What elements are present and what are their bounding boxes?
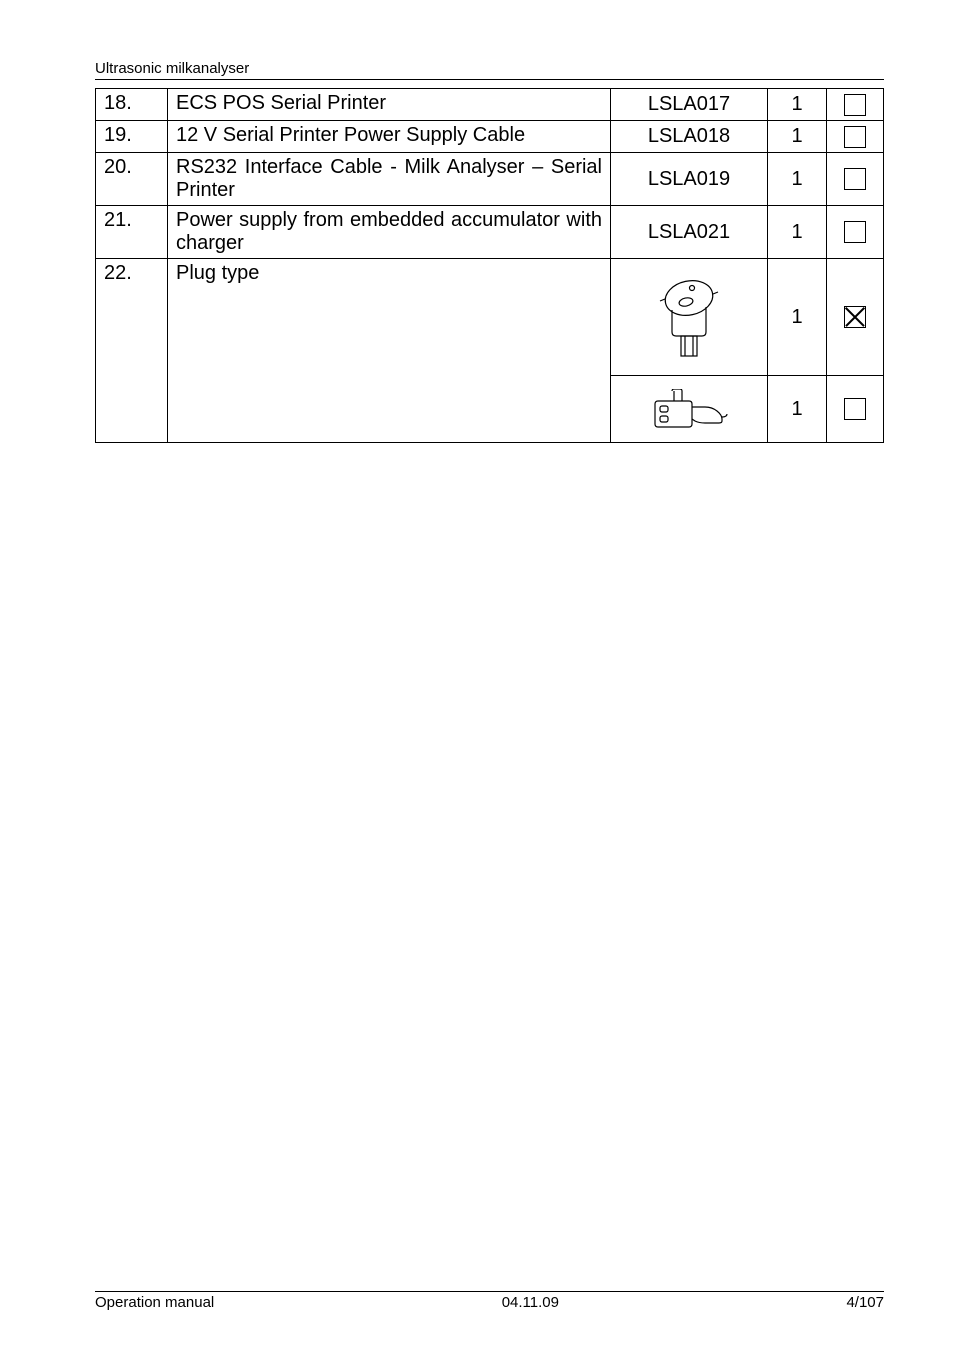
row-number: 20. — [96, 153, 168, 206]
row-checkbox-cell — [827, 259, 884, 376]
checkbox-icon — [844, 168, 866, 190]
checkbox-checked-icon — [844, 306, 866, 328]
header-rule — [95, 79, 884, 80]
row-checkbox-cell — [827, 121, 884, 153]
table-row: 20. RS232 Interface Cable - Milk Analyse… — [96, 153, 884, 206]
footer-rule — [95, 1291, 884, 1292]
row-code: LSLA021 — [611, 206, 768, 259]
checkbox-icon — [844, 398, 866, 420]
row-code: LSLA017 — [611, 89, 768, 121]
parts-table: 18. ECS POS Serial Printer LSLA017 1 19.… — [95, 88, 884, 443]
row-code: LSLA018 — [611, 121, 768, 153]
page-footer: Operation manual 04.11.09 4/107 — [95, 1291, 884, 1311]
table-row: 21. Power supply from embedded accumulat… — [96, 206, 884, 259]
row-description: Plug type — [168, 259, 611, 443]
row-number: 21. — [96, 206, 168, 259]
footer-right: 4/107 — [846, 1294, 884, 1311]
row-checkbox-cell — [827, 376, 884, 443]
row-description: 12 V Serial Printer Power Supply Cable — [168, 121, 611, 153]
checkbox-icon — [844, 221, 866, 243]
table-row: 22. Plug type — [96, 259, 884, 376]
table-row: 19. 12 V Serial Printer Power Supply Cab… — [96, 121, 884, 153]
row-qty: 1 — [768, 121, 827, 153]
row-code: LSLA019 — [611, 153, 768, 206]
checkbox-icon — [844, 94, 866, 116]
row-checkbox-cell — [827, 206, 884, 259]
row-number: 22. — [96, 259, 168, 443]
row-description: Power supply from embedded accumulator w… — [168, 206, 611, 259]
row-number: 19. — [96, 121, 168, 153]
footer-left: Operation manual — [95, 1294, 214, 1311]
plug-euro-icon — [654, 274, 724, 364]
row-qty: 1 — [768, 153, 827, 206]
plug-euro-cell — [611, 259, 768, 376]
checkbox-icon — [844, 126, 866, 148]
row-number: 18. — [96, 89, 168, 121]
row-checkbox-cell — [827, 153, 884, 206]
table-row: 18. ECS POS Serial Printer LSLA017 1 — [96, 89, 884, 121]
row-qty: 1 — [768, 259, 827, 376]
row-checkbox-cell — [827, 89, 884, 121]
row-description: ECS POS Serial Printer — [168, 89, 611, 121]
row-description: RS232 Interface Cable - Milk Analyser – … — [168, 153, 611, 206]
plug-uk-icon — [647, 389, 732, 434]
footer-center: 04.11.09 — [502, 1294, 559, 1311]
row-qty: 1 — [768, 376, 827, 443]
header-title: Ultrasonic milkanalyser — [95, 60, 884, 79]
plug-uk-cell — [611, 376, 768, 443]
row-qty: 1 — [768, 206, 827, 259]
row-qty: 1 — [768, 89, 827, 121]
